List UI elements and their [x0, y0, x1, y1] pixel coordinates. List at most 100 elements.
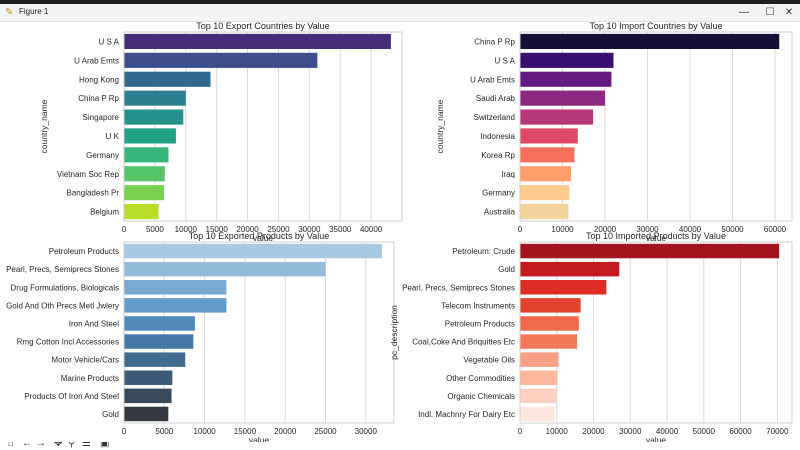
- bar-2: [520, 261, 620, 277]
- y-tick-label: Vegetable Oils: [463, 356, 515, 365]
- y-tick-label: Gold: [498, 265, 515, 274]
- x-tick-label: 10000: [193, 427, 216, 436]
- y-tick-label: U Arab Emts: [470, 75, 515, 84]
- bar-7: [520, 352, 559, 367]
- axes-frame: [123, 241, 395, 424]
- y-tick-label: Other Commodities: [446, 374, 515, 383]
- y-tick-label: China P Rp: [78, 94, 119, 103]
- y-tick-label: Iron And Steel: [69, 319, 119, 328]
- y-tick-label: Petroleum Products: [445, 319, 515, 328]
- y-tick-label: Drug Formulations, Biologicals: [11, 283, 120, 292]
- x-tick-label: 40000: [360, 225, 383, 234]
- forward-icon[interactable]: →: [36, 442, 46, 449]
- x-tick-label: 5000: [155, 427, 173, 436]
- x-tick-label: 25000: [314, 427, 337, 436]
- bar-5: [520, 109, 594, 125]
- x-tick-label: 15000: [234, 427, 257, 436]
- bar-3: [124, 280, 227, 295]
- x-tick-label: 10000: [551, 225, 574, 234]
- y-tick-label: Belgium: [90, 208, 119, 217]
- matplotlib-app-icon: ✎: [5, 7, 14, 18]
- x-tick-label: 20000: [236, 225, 259, 234]
- bar-7: [124, 147, 169, 163]
- y-axis-label: pc_description: [389, 305, 399, 360]
- chart-3: 0 5000 10000 15000 20000 25000 30000 Petroleum …: [6, 231, 395, 445]
- maximize-button[interactable]: ☐: [765, 7, 775, 18]
- close-button[interactable]: ✕: [784, 7, 794, 18]
- y-tick-label: Australia: [484, 208, 516, 217]
- bar-6: [520, 334, 577, 349]
- y-tick-label: Petroleum Products: [49, 247, 119, 256]
- figure-canvas: 0 5000 10000 15000 20000 25000 30000 35000 40000…: [0, 21, 800, 445]
- bar-10: [520, 406, 555, 422]
- x-tick-label: 0: [122, 427, 127, 436]
- y-axis-label: country_name: [39, 99, 49, 153]
- bar-7: [124, 352, 186, 367]
- bar-8: [520, 166, 571, 182]
- bar-9: [124, 388, 172, 404]
- x-tick-label: 50000: [721, 225, 744, 234]
- y-tick-label: China P Rp: [474, 37, 515, 46]
- x-tick-label: 10000: [175, 225, 198, 234]
- x-axis-label: value: [646, 435, 667, 442]
- chart-title: Top 10 Export Countries by Value: [196, 21, 329, 31]
- y-tick-label: Vietnam Soc Rep: [57, 170, 120, 179]
- y-tick-label: Motor Vehicle/Cars: [51, 356, 119, 365]
- y-tick-label: Pearl, Precs, Semiprecs Stones: [6, 265, 119, 274]
- bar-4: [124, 90, 186, 106]
- bar-2: [124, 52, 318, 68]
- axes-frame: [519, 241, 793, 424]
- bar-4: [520, 90, 605, 106]
- bar-5: [124, 109, 184, 125]
- y-axis-label: country_name: [435, 99, 445, 153]
- x-tick-label: 60000: [729, 427, 752, 436]
- bar-5: [124, 316, 195, 331]
- bar-4: [124, 298, 227, 313]
- y-tick-label: Petroleum: Crude: [452, 247, 515, 256]
- chart-1: 0 5000 10000 15000 20000 25000 30000 35000 40000…: [39, 21, 403, 243]
- title-bar[interactable]: ✎ Figure 1 — ☐ ✕: [0, 4, 800, 22]
- back-icon[interactable]: ←: [22, 442, 32, 449]
- bar-10: [124, 203, 159, 220]
- chart-2: 0 10000 20000 30000 40000 50000 60000 China P R…: [435, 21, 793, 243]
- bar-6: [124, 334, 194, 349]
- window-title: Figure 1: [19, 7, 49, 16]
- bar-3: [520, 280, 607, 295]
- x-tick-label: 20000: [594, 225, 617, 234]
- bar-8: [124, 166, 165, 182]
- y-tick-label: Indonesia: [480, 132, 515, 141]
- x-tick-label: 60000: [764, 225, 787, 234]
- x-tick-label: 40000: [656, 427, 679, 436]
- y-tick-label: Telecom Instruments: [441, 301, 515, 310]
- bar-1: [124, 33, 391, 50]
- x-axis-label: value: [253, 233, 274, 243]
- y-tick-label: Singapore: [83, 113, 120, 122]
- y-tick-label: Hong Kong: [79, 75, 119, 84]
- bar-4: [520, 298, 581, 313]
- bar-7: [520, 147, 575, 163]
- bar-5: [520, 316, 579, 331]
- y-tick-label: Germany: [482, 189, 515, 198]
- bar-9: [520, 388, 557, 404]
- y-tick-label: U Arab Emts: [74, 56, 119, 65]
- x-tick-label: 0: [518, 225, 523, 234]
- configure-icon[interactable]: ☰: [82, 442, 91, 449]
- y-tick-label: Saudi Arab: [476, 94, 516, 103]
- save-icon[interactable]: ▣: [100, 442, 110, 449]
- pan-icon[interactable]: ✥: [54, 442, 63, 449]
- y-tick-label: Indl. Machnry For Dairy Etc: [418, 410, 515, 419]
- bar-8: [520, 370, 558, 385]
- x-axis-label: value: [249, 435, 270, 442]
- y-tick-label: Coal,Coke And Briquittes Etc: [412, 338, 515, 347]
- x-tick-label: 0: [518, 427, 523, 436]
- x-tick-label: 25000: [267, 225, 290, 234]
- zoom-icon[interactable]: ⚲: [68, 442, 76, 449]
- navigation-toolbar: ⌂ ← → ✥ ⚲ ☰ ▣: [0, 442, 800, 450]
- bar-1: [124, 243, 382, 259]
- y-tick-label: Iraq: [501, 170, 515, 179]
- minimize-button[interactable]: —: [739, 7, 749, 18]
- charts-svg: 0 5000 10000 15000 20000 25000 30000 35000 40000…: [6, 21, 793, 445]
- x-tick-label: 30000: [619, 427, 642, 436]
- home-icon[interactable]: ⌂: [8, 442, 15, 449]
- y-tick-label: Organic Chemicals: [447, 392, 515, 401]
